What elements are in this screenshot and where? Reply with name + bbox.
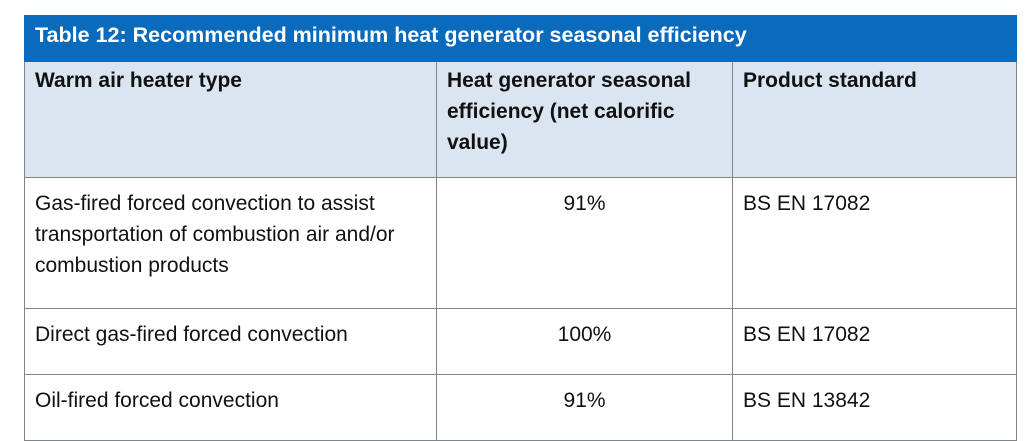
efficiency-table: Table 12: Recommended minimum heat gener… bbox=[23, 15, 1018, 441]
table-row: Gas-fired forced convection to assist tr… bbox=[24, 177, 1018, 309]
table-row: Oil-fired forced convection 91% BS EN 13… bbox=[24, 374, 1018, 441]
cell-standard: BS EN 13842 bbox=[731, 374, 1018, 441]
table-header-row: Warm air heater type Heat generator seas… bbox=[24, 61, 1018, 178]
table-row: Direct gas-fired forced convection 100% … bbox=[24, 308, 1018, 375]
table-title-row: Table 12: Recommended minimum heat gener… bbox=[23, 15, 1018, 62]
cell-heater-type: Oil-fired forced convection bbox=[24, 374, 437, 441]
cell-efficiency: 91% bbox=[436, 177, 733, 309]
cell-standard: BS EN 17082 bbox=[731, 177, 1018, 309]
column-header-efficiency: Heat generator seasonal efficiency (net … bbox=[436, 61, 733, 178]
column-header-heater-type: Warm air heater type bbox=[24, 61, 437, 178]
cell-standard: BS EN 17082 bbox=[731, 308, 1018, 375]
table-title: Table 12: Recommended minimum heat gener… bbox=[23, 15, 1018, 62]
cell-heater-type: Direct gas-fired forced convection bbox=[24, 308, 437, 375]
column-header-standard: Product standard bbox=[731, 61, 1018, 178]
cell-efficiency: 100% bbox=[436, 308, 733, 375]
cell-heater-type: Gas-fired forced convection to assist tr… bbox=[24, 177, 437, 309]
cell-efficiency: 91% bbox=[436, 374, 733, 441]
